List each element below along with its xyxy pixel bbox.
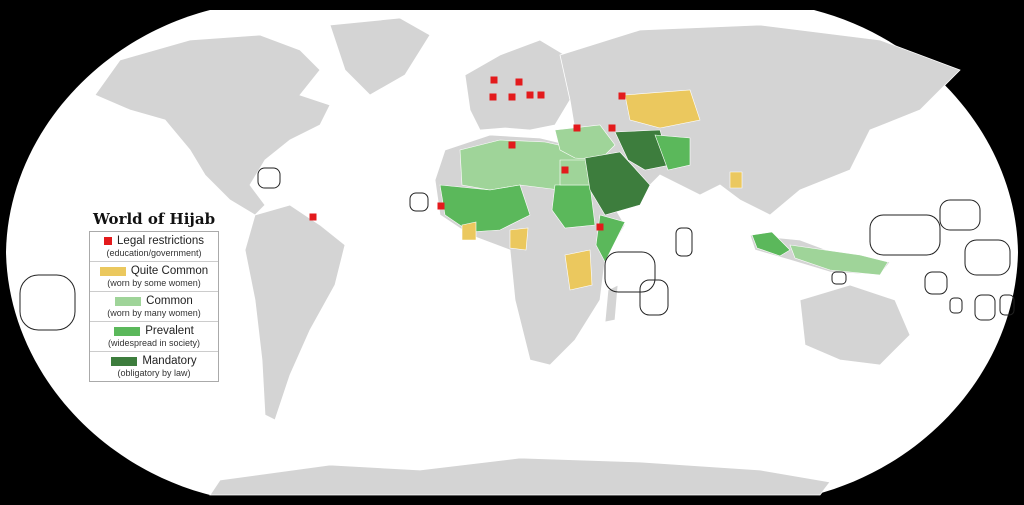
- region-afghanistan-pakistan: [654, 134, 691, 171]
- legal-restriction-markers: [309, 76, 626, 231]
- region-bangladesh: [729, 171, 743, 189]
- legend-sublabel: (education/government): [106, 248, 202, 258]
- legend-swatch: [111, 356, 138, 366]
- legal-restriction-marker: [437, 202, 445, 210]
- legal-restriction-marker: [490, 76, 498, 84]
- legal-restriction-marker: [537, 91, 545, 99]
- region-malaysia-indonesia: [751, 231, 791, 257]
- legend-sublabel: (obligatory by law): [117, 368, 191, 378]
- small-state-outlines: [19, 167, 1015, 331]
- island-outline: [964, 239, 1011, 276]
- legend-sublabel: (widespread in society): [107, 338, 201, 348]
- island-outline: [19, 274, 76, 331]
- legend-item-common: Common (worn by many women): [90, 291, 218, 321]
- region-central-africa-yellow: [509, 227, 529, 251]
- legal-restriction-marker: [526, 91, 534, 99]
- south-america: [244, 204, 346, 421]
- legend-item-quite-common: Quite Common (worn by some women): [90, 261, 218, 291]
- island-outline: [675, 227, 693, 257]
- legal-restriction-marker: [508, 93, 516, 101]
- region-ghana-yellow: [461, 221, 477, 241]
- greenland: [329, 17, 431, 96]
- region-saudi-arabia: [584, 151, 651, 216]
- island-outline: [639, 279, 669, 316]
- region-central-asia: [624, 89, 701, 129]
- legend-label: Legal restrictions: [117, 235, 204, 247]
- island-outline: [974, 294, 996, 321]
- legend-box: Legal restrictions (education/government…: [89, 231, 219, 382]
- legal-restriction-marker: [618, 92, 626, 100]
- legend-sublabel: (worn by many women): [107, 308, 201, 318]
- legend-item-prevalent: Prevalent (widespread in society): [90, 321, 218, 351]
- legal-restriction-marker: [608, 124, 616, 132]
- region-west-africa: [439, 184, 531, 233]
- legend-item-mandatory: Mandatory (obligatory by law): [90, 351, 218, 381]
- island-outline: [939, 199, 981, 231]
- island-outline: [869, 214, 941, 256]
- legal-restriction-marker: [596, 223, 604, 231]
- region-east-africa-yellow: [564, 249, 593, 291]
- legal-restriction-marker: [489, 93, 497, 101]
- legend-label: Prevalent: [145, 325, 194, 337]
- legal-restriction-marker: [508, 141, 516, 149]
- legal-restriction-marker: [515, 78, 523, 86]
- legend-title: World of Hijab: [92, 210, 216, 228]
- island-outline: [604, 251, 656, 293]
- region-indonesia-common: [789, 244, 889, 276]
- region-iran: [614, 129, 671, 171]
- legend: World of Hijab Legal restrictions (educa…: [89, 210, 219, 382]
- north-america: [94, 34, 331, 216]
- island-outline: [924, 271, 948, 295]
- madagascar: [604, 284, 619, 323]
- hijab-regions: [439, 89, 889, 291]
- legal-restriction-marker: [573, 124, 581, 132]
- legend-swatch: [115, 296, 142, 306]
- island-outline: [949, 297, 963, 314]
- island-outline: [257, 167, 281, 189]
- legend-item-legal-restrictions: Legal restrictions (education/government…: [90, 232, 218, 261]
- island-outline: [999, 294, 1015, 316]
- legend-swatch: [104, 237, 113, 245]
- island-outline: [409, 192, 429, 212]
- legal-restriction-marker: [561, 166, 569, 174]
- legend-label: Mandatory: [142, 355, 197, 367]
- legend-swatch: [99, 266, 126, 276]
- legal-restriction-marker: [309, 213, 317, 221]
- island-outline: [831, 271, 847, 285]
- legend-sublabel: (worn by some women): [107, 278, 201, 288]
- legend-label: Quite Common: [130, 265, 209, 277]
- legend-swatch: [114, 326, 141, 336]
- legend-label: Common: [146, 295, 193, 307]
- antarctica: [209, 457, 831, 496]
- australia: [799, 284, 911, 366]
